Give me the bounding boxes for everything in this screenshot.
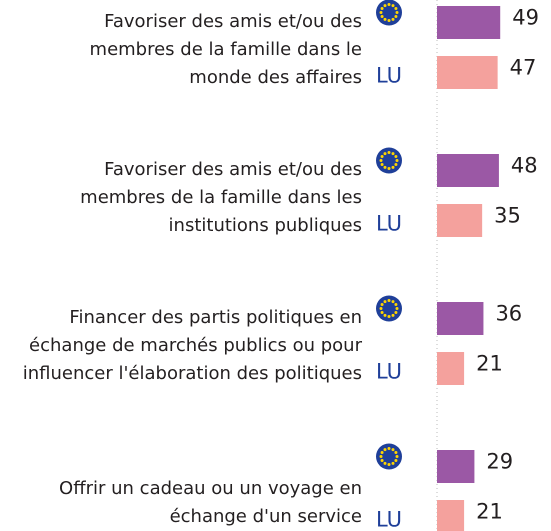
flag-star: [395, 455, 399, 458]
flag-star: [383, 152, 387, 156]
value-label: 49: [512, 6, 539, 30]
bar: [437, 56, 498, 89]
flag-star: [395, 159, 399, 162]
category-label: membres de la famille dans les: [80, 187, 362, 208]
legend-label: LU: [376, 360, 402, 384]
flag-star: [379, 159, 383, 162]
flag-star: [380, 303, 384, 306]
bar: [437, 204, 483, 237]
value-label: 36: [495, 302, 522, 326]
flag-star: [391, 152, 395, 156]
flag-star: [387, 315, 391, 318]
flag-disc: [376, 0, 402, 26]
legend-label: LU: [376, 508, 402, 531]
flag-star: [387, 447, 391, 450]
flag-star: [394, 15, 398, 18]
flag-star: [387, 151, 391, 154]
category-label: institutions publiques: [169, 215, 362, 236]
flag-star: [391, 448, 395, 452]
flag-star: [380, 311, 384, 314]
flag-star: [380, 459, 384, 462]
value-label: 35: [494, 204, 521, 228]
flag-star: [394, 303, 398, 306]
category-label: influencer l'élaboration des politiques: [23, 363, 362, 384]
flag-star: [391, 17, 395, 21]
flag-star: [380, 163, 384, 166]
flag-star: [394, 163, 398, 166]
flag-star: [391, 300, 395, 304]
category-label: membres de la famille dans le: [90, 39, 362, 60]
eu-flag: [376, 295, 402, 322]
flag-star: [387, 463, 391, 466]
flag-star: [379, 455, 383, 458]
flag-star: [383, 313, 387, 317]
value-label: 48: [511, 154, 538, 178]
bar: [437, 154, 499, 187]
category-label: Financer des partis politiques en: [69, 307, 362, 328]
category-label: monde des affaires: [189, 67, 362, 88]
flag-star: [387, 19, 391, 22]
flag-star: [383, 4, 387, 8]
flag-star: [383, 165, 387, 169]
flag-star: [395, 307, 399, 310]
flag-star: [394, 451, 398, 454]
flag-star: [380, 15, 384, 18]
flag-star: [391, 313, 395, 317]
flag-star: [379, 11, 383, 14]
value-label: 47: [510, 56, 537, 80]
bar: [437, 352, 465, 385]
flag-star: [379, 307, 383, 310]
eu-flag: [376, 147, 402, 174]
value-label: 21: [476, 500, 503, 524]
bar: [437, 302, 484, 335]
flag-star: [383, 448, 387, 452]
category-label: Favoriser des amis et/ou des: [104, 159, 362, 180]
flag-disc: [376, 295, 402, 322]
flag-star: [380, 451, 384, 454]
flag-star: [383, 461, 387, 465]
flag-star: [380, 7, 384, 10]
bar: [437, 500, 465, 531]
category-label: échange de marchés publics ou pour: [29, 335, 363, 356]
category-label: échange d'un service: [170, 506, 362, 527]
flag-star: [380, 155, 384, 158]
category-label: Favoriser des amis et/ou des: [104, 11, 362, 32]
flag-star: [387, 3, 391, 6]
eu-flag: [376, 443, 402, 470]
bar: [437, 450, 475, 483]
category-label: Offrir un cadeau ou un voyage en: [59, 478, 362, 499]
flag-star: [391, 165, 395, 169]
legend-label: LU: [376, 64, 402, 88]
bar: [437, 6, 501, 39]
flag-star: [383, 300, 387, 304]
legend-label: LU: [376, 212, 402, 236]
flag-star: [395, 11, 399, 14]
flag-star: [391, 461, 395, 465]
flag-star: [394, 459, 398, 462]
flag-star: [387, 167, 391, 170]
value-label: 29: [486, 450, 513, 474]
flag-star: [394, 311, 398, 314]
flag-disc: [376, 443, 402, 470]
value-label: 21: [476, 352, 503, 376]
flag-star: [391, 4, 395, 8]
flag-star: [383, 17, 387, 21]
flag-disc: [376, 147, 402, 174]
flag-star: [394, 7, 398, 10]
flag-star: [387, 299, 391, 302]
flag-star: [394, 155, 398, 158]
eu-flag: [376, 0, 402, 26]
